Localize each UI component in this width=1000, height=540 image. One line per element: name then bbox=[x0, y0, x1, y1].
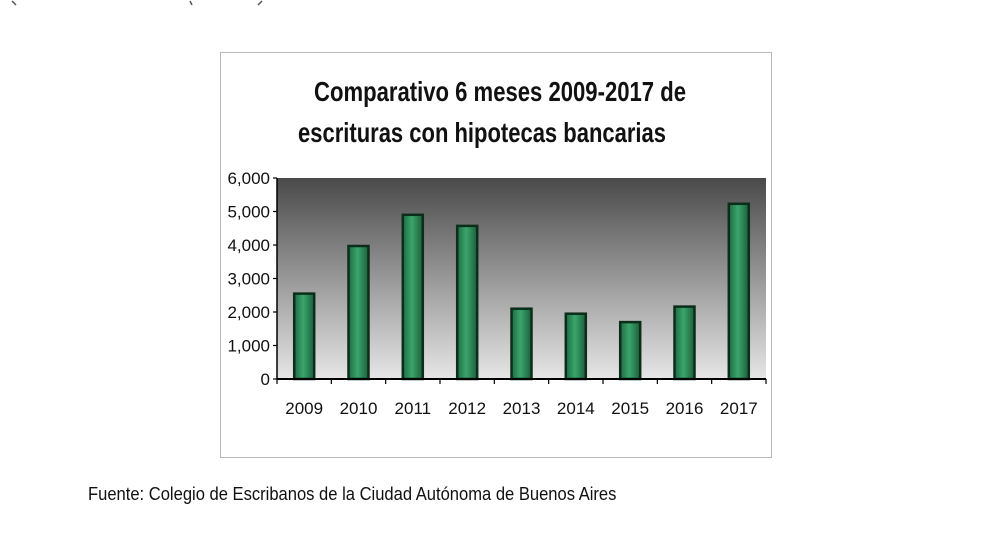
chart-frame: Comparativo 6 meses 2009-2017 de escritu… bbox=[220, 52, 772, 458]
chart-title-line-1: Comparativo 6 meses 2009-2017 de bbox=[314, 76, 686, 107]
y-tick-label: 4,000 bbox=[227, 236, 270, 255]
source-footnote: Fuente: Colegio de Escribanos de la Ciud… bbox=[88, 484, 617, 504]
y-tick-label: 1,000 bbox=[227, 337, 270, 356]
x-tick-label: 2016 bbox=[666, 399, 704, 418]
bar-2015 bbox=[618, 320, 642, 381]
bar-2009 bbox=[292, 292, 316, 381]
x-tick-label: 2013 bbox=[503, 399, 541, 418]
bar-2012 bbox=[455, 224, 479, 381]
bar-2011 bbox=[401, 213, 425, 381]
top-text-fragment bbox=[11, 0, 263, 6]
y-tick-label: 3,000 bbox=[227, 270, 270, 289]
y-tick-label: 6,000 bbox=[227, 169, 270, 188]
y-axis: 0 1,000 2,000 3,000 4,000 5,000 6,000 bbox=[227, 169, 278, 389]
x-tick-label: 2011 bbox=[395, 399, 432, 418]
bar-2017 bbox=[727, 202, 751, 381]
bar-2013 bbox=[510, 307, 533, 381]
x-tick-label: 2014 bbox=[557, 399, 595, 418]
chart-title-line-2: escrituras con hipotecas bancarias bbox=[298, 117, 666, 148]
y-tick-label: 5,000 bbox=[227, 203, 270, 222]
bars-group bbox=[292, 202, 751, 381]
bar-2014 bbox=[564, 312, 588, 381]
bar-chart: Comparativo 6 meses 2009-2017 de escritu… bbox=[227, 76, 767, 418]
y-tick-label: 0 bbox=[261, 370, 270, 389]
x-tick-label: 2015 bbox=[611, 399, 649, 418]
bar-2016 bbox=[673, 305, 696, 381]
x-tick-label: 2012 bbox=[448, 399, 486, 418]
x-tick-label: 2010 bbox=[340, 399, 378, 418]
x-tick-label: 2009 bbox=[285, 399, 323, 418]
x-axis: 2009 2010 2011 2012 2013 2014 2015 2016 2017 bbox=[276, 378, 767, 418]
bar-2010 bbox=[347, 244, 370, 381]
y-tick-label: 2,000 bbox=[227, 303, 270, 322]
x-tick-label: 2017 bbox=[720, 399, 758, 418]
